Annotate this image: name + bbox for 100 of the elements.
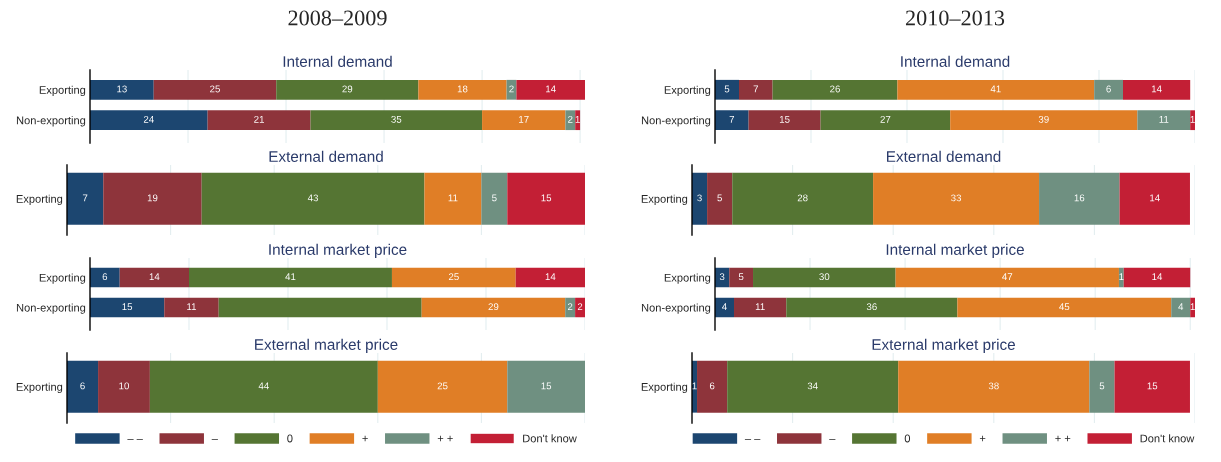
data-label: 1 [1190,303,1195,311]
bar [727,360,899,413]
bar [1171,297,1191,318]
bar [164,297,219,318]
data-label: 11 [448,194,458,202]
bar [90,79,154,100]
legend-label: + [979,435,986,442]
bar [772,79,898,100]
data-label: 14 [545,273,556,281]
bar [189,267,392,288]
bar [481,172,508,225]
data-label: 6 [1106,85,1111,93]
data-label: 45 [1059,303,1070,311]
data-label: 1 [1190,116,1195,123]
data-label: 19 [147,194,158,202]
data-label: 25 [437,382,448,390]
y-tick-label: Exporting [16,382,63,394]
bar [748,110,821,131]
bar [1190,110,1195,131]
data-label: 18 [457,85,468,93]
data-label: 35 [391,115,402,123]
data-label: 6 [709,382,715,390]
data-label: 7 [729,116,735,123]
data-label: 36 [866,303,877,311]
bar [1137,110,1191,131]
chart-title: 2008–2009 [288,10,387,26]
data-label: 21 [254,115,265,123]
data-label: 28 [797,194,808,202]
data-label: 5 [492,194,497,202]
legend-label: – [211,439,218,440]
data-label: 14 [1151,85,1162,93]
bar [707,172,733,225]
bar [732,172,874,225]
bar [950,110,1138,131]
y-tick-label: Exporting [641,194,688,206]
bar [1190,297,1195,318]
data-label: 11 [187,303,197,311]
data-label: 13 [117,85,127,93]
bar [565,297,576,318]
data-label: 15 [122,303,133,311]
bar [895,267,1119,288]
legend-label: Don't know [523,434,577,443]
data-label: 6 [102,273,108,281]
bar [67,360,99,413]
bar [1114,360,1190,413]
y-tick-label: Non-exporting [16,116,86,127]
bar [1123,267,1191,288]
chart-title: 2010–2013 [905,10,1005,26]
data-label: 2 [577,303,583,311]
data-label: 41 [285,273,296,281]
data-label: 10 [119,382,130,390]
data-label: 1 [692,382,697,390]
data-label: 2 [509,85,514,93]
bar [418,79,507,100]
bar [575,297,585,318]
bar [149,360,378,413]
data-label: 29 [342,85,353,93]
legend-label: – [829,439,836,440]
y-tick-label: Exporting [641,382,688,394]
bar [90,110,208,131]
y-tick-label: Exporting [664,85,711,97]
data-label: 25 [448,273,459,281]
legend-label: 0 [287,434,293,443]
bar [1089,360,1115,413]
data-label: 5 [1099,382,1105,390]
bar [1119,172,1190,225]
y-tick-label: Exporting [39,273,86,284]
data-label: 15 [541,382,552,390]
data-label: 43 [307,194,319,202]
data-label: 3 [719,273,725,281]
data-label: 16 [1074,194,1085,202]
bar [391,267,516,288]
bar [898,360,1090,413]
bar [873,172,1040,225]
data-label: 24 [143,115,154,123]
data-label: 41 [990,85,1001,93]
data-label: 7 [82,194,88,202]
data-label: 44 [258,382,269,390]
chart-subtitle: Internal demand [283,55,392,67]
bar [507,360,585,413]
data-label: 5 [717,194,722,202]
chart-title: External demand [269,150,383,162]
y-tick-label: Exporting [664,273,711,284]
data-label: 17 [519,116,529,123]
data-label: 14 [546,85,556,93]
bar [753,267,896,288]
data-label: 5 [724,85,730,93]
bar [424,172,482,225]
bar [957,297,1172,318]
bar [575,110,581,131]
chart-subtitle: Internal demand [901,55,1010,67]
bar [90,267,120,288]
data-label: 14 [149,273,160,281]
y-tick-label: Exporting [16,194,63,206]
chart-title: External demand [887,150,1001,162]
bar [67,172,104,225]
legend-label: Don't know [1140,434,1195,443]
bar [377,360,508,413]
data-label: 15 [779,116,790,123]
bar [90,297,165,318]
